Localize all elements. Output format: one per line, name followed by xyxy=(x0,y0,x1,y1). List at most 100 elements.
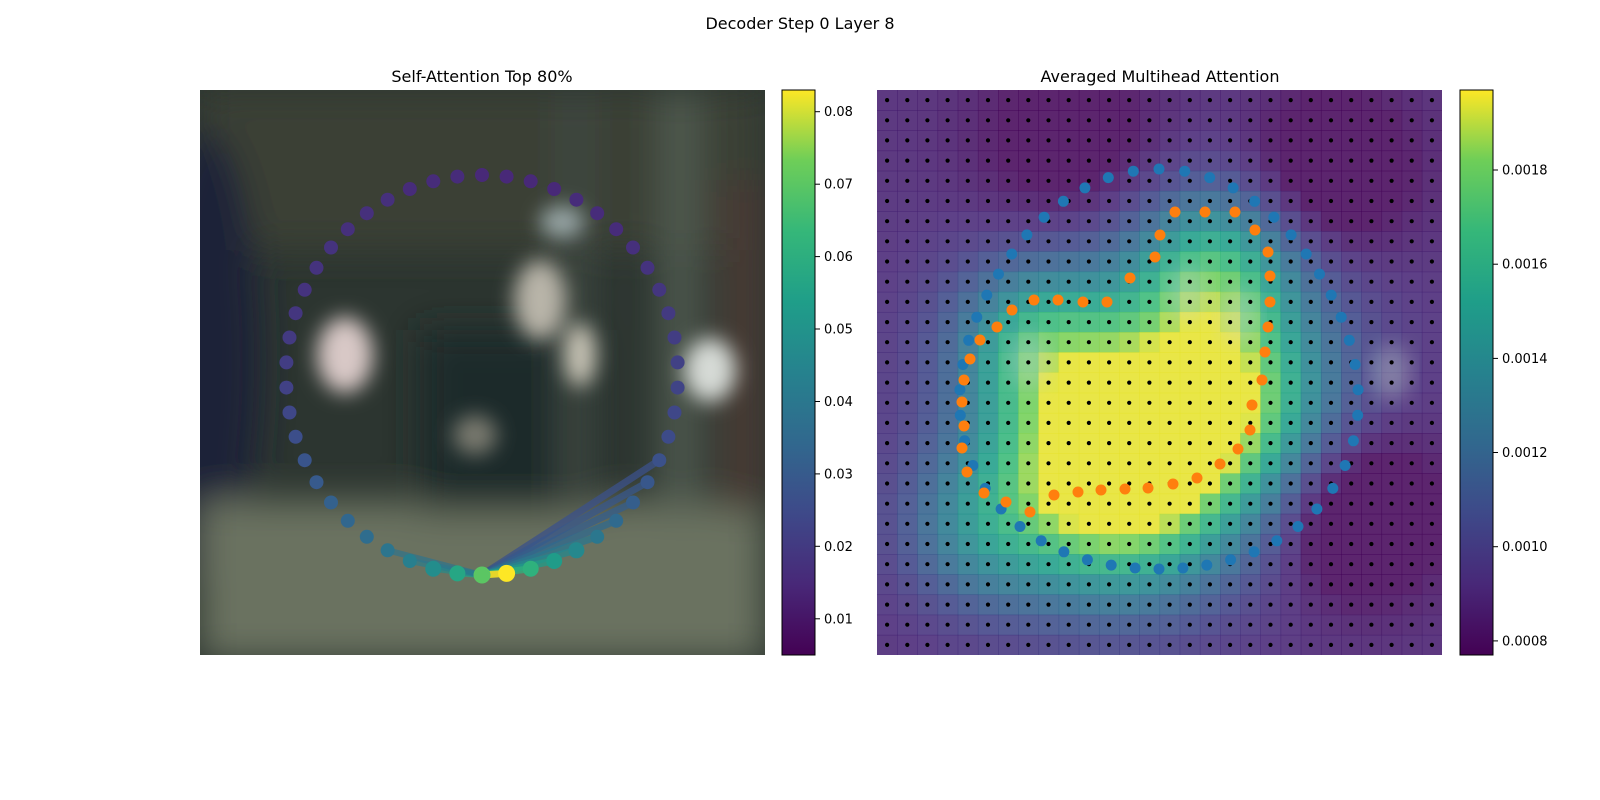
grid-point xyxy=(945,501,950,506)
grid-point xyxy=(985,178,991,183)
grid-point xyxy=(1187,521,1192,526)
grid-point xyxy=(1308,340,1313,345)
grid-point xyxy=(1066,279,1071,284)
grid-point xyxy=(1207,198,1212,204)
grid-point xyxy=(1429,299,1434,304)
background-highlight xyxy=(1218,288,1259,344)
grid-point xyxy=(1308,198,1313,204)
grid-point xyxy=(1409,259,1414,264)
blue-point xyxy=(1225,554,1237,566)
grid-point xyxy=(1308,642,1313,648)
blue-point xyxy=(1268,211,1280,223)
grid-point xyxy=(1167,441,1172,446)
grid-point xyxy=(1086,138,1091,143)
grid-point xyxy=(905,602,910,607)
ring-point xyxy=(609,513,624,528)
grid-point xyxy=(1207,380,1212,385)
grid-point xyxy=(1207,299,1212,304)
grid-point xyxy=(1268,481,1273,486)
colorbar-tick-label: 0.07 xyxy=(824,178,853,193)
grid-point xyxy=(1107,501,1112,506)
colorbar-tick-label: 0.0016 xyxy=(1502,258,1548,273)
grid-point xyxy=(1107,602,1112,607)
grid-point xyxy=(1429,602,1434,607)
grid-point xyxy=(925,602,930,607)
grid-point xyxy=(945,380,950,385)
left-panel: Self-Attention Top 80% xyxy=(200,67,765,655)
grid-point xyxy=(1349,138,1354,143)
grid-point xyxy=(1046,622,1051,627)
grid-point xyxy=(1268,461,1273,466)
grid-point xyxy=(1167,279,1172,284)
orange-point xyxy=(961,466,973,478)
grid-point xyxy=(1006,320,1011,325)
grid-point xyxy=(1349,198,1354,204)
grid-point xyxy=(965,219,970,224)
grid-point xyxy=(1248,582,1253,587)
grid-point xyxy=(945,642,950,648)
grid-point xyxy=(1066,219,1071,224)
ring-point xyxy=(288,429,303,444)
colorbar-tick-label: 0.0018 xyxy=(1502,164,1548,179)
grid-point xyxy=(1187,138,1192,143)
grid-point xyxy=(1328,582,1334,587)
orange-point xyxy=(1214,458,1226,470)
grid-point xyxy=(1026,441,1031,446)
grid-point xyxy=(1308,582,1313,587)
grid-point xyxy=(905,622,910,627)
grid-point xyxy=(1248,98,1253,103)
grid-point xyxy=(1086,198,1091,204)
grid-point xyxy=(1046,521,1051,526)
grid-point xyxy=(1349,400,1354,405)
grid-point xyxy=(1207,400,1212,405)
ring-point xyxy=(590,529,605,544)
grid-point xyxy=(1429,178,1434,183)
grid-point xyxy=(985,299,991,304)
grid-point xyxy=(925,98,930,103)
grid-point xyxy=(1349,178,1354,183)
grid-point xyxy=(1349,501,1354,506)
blue-point xyxy=(1349,359,1361,370)
grid-point xyxy=(1026,279,1031,284)
ring-point xyxy=(473,566,491,584)
grid-point xyxy=(1127,622,1132,627)
ring-point xyxy=(523,174,538,189)
blue-point xyxy=(1248,546,1260,558)
grid-point xyxy=(1369,118,1374,123)
ring-point xyxy=(522,560,539,577)
blue-point xyxy=(1325,289,1337,301)
grid-point xyxy=(1288,642,1293,648)
blue-point xyxy=(1006,248,1018,260)
blue-point xyxy=(1102,172,1114,184)
orange-point xyxy=(1167,478,1179,490)
blue-point xyxy=(1249,195,1261,207)
grid-point xyxy=(1127,219,1132,224)
grid-point xyxy=(1167,541,1172,547)
grid-point xyxy=(1369,642,1374,648)
colorbar-tick-label: 0.0012 xyxy=(1502,446,1548,461)
ring-point xyxy=(546,553,563,569)
grid-point xyxy=(885,380,890,385)
grid-point xyxy=(1066,158,1071,163)
grid-point xyxy=(1409,622,1414,627)
grid-point xyxy=(1187,602,1192,607)
ring-point xyxy=(640,475,655,490)
grid-point xyxy=(1369,380,1374,385)
grid-point xyxy=(965,259,970,264)
grid-point xyxy=(1369,622,1374,627)
grid-point xyxy=(1187,501,1192,506)
grid-point xyxy=(1127,178,1132,183)
grid-point xyxy=(1127,420,1132,425)
orange-point xyxy=(1048,489,1060,501)
grid-point xyxy=(1107,461,1112,466)
grid-point xyxy=(1207,420,1212,425)
grid-point xyxy=(1429,622,1434,627)
grid-point xyxy=(1268,441,1273,446)
right-panel: Averaged Multihead Attention xyxy=(877,67,1442,655)
grid-point xyxy=(1268,420,1273,425)
blue-series xyxy=(954,163,1364,575)
grid-point xyxy=(1187,340,1192,345)
grid-point xyxy=(1248,481,1253,486)
grid-point xyxy=(1429,340,1434,345)
